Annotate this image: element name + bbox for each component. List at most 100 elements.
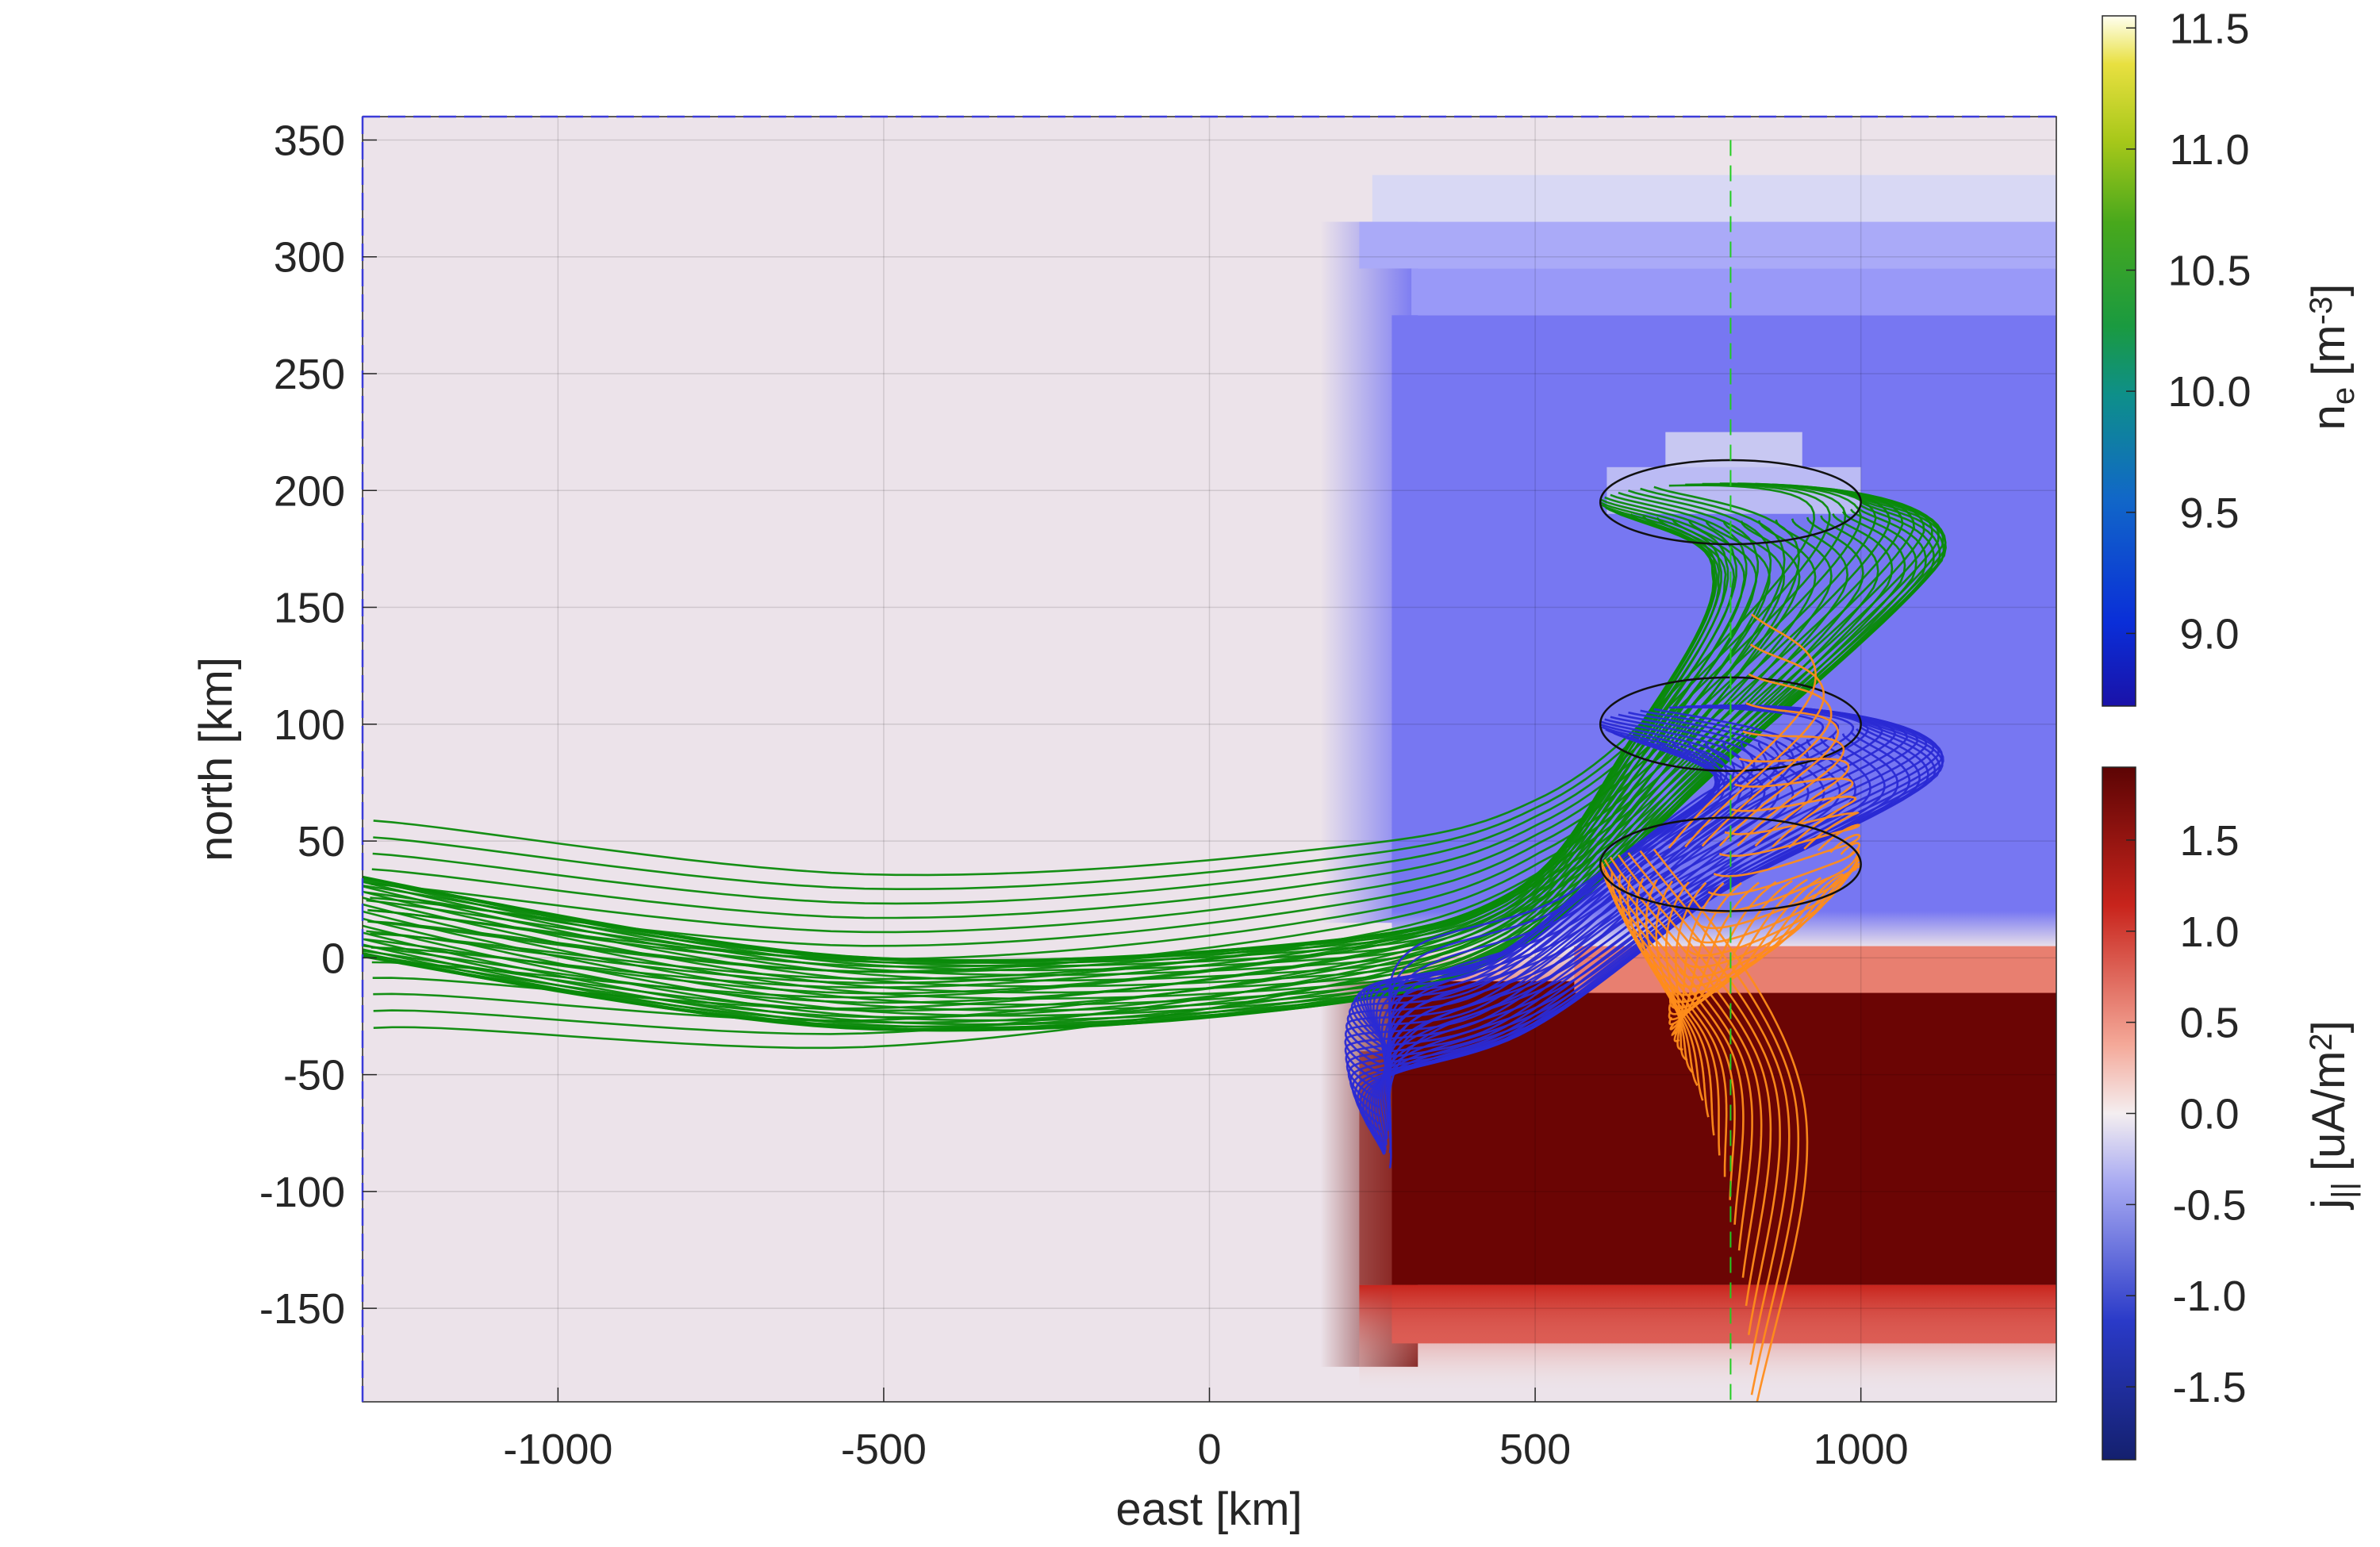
- colorbar-tick-label: -1.5: [2172, 1364, 2246, 1411]
- y-tick-label: -100: [259, 1169, 345, 1216]
- y-tick-label: 0: [321, 935, 345, 982]
- y-tick-label: -50: [283, 1052, 345, 1100]
- colorbar-density-label-sup: -3: [2304, 297, 2339, 325]
- trace-line: [1386, 704, 1883, 1100]
- trace-line: [1603, 858, 1763, 1278]
- trace-line: [370, 482, 1891, 947]
- y-tick-label: 250: [274, 351, 345, 398]
- trace-line: [1672, 873, 1844, 996]
- trace-line: [1713, 834, 1861, 877]
- trace-line: [1669, 881, 1760, 1031]
- colorbar-density-label-close: ]: [2303, 284, 2355, 297]
- density-region-2: [1372, 175, 2056, 222]
- y-tick-label: 300: [274, 234, 345, 282]
- trace-line: [1675, 881, 1707, 1051]
- x-tick-label: -1000: [503, 1426, 612, 1473]
- trace-line: [1344, 743, 1795, 1065]
- colorbar-tick-label: -1.0: [2172, 1273, 2246, 1320]
- y-axis-label: north [km]: [190, 657, 242, 862]
- trace-line: [1707, 842, 1860, 896]
- x-tick-label: 1000: [1814, 1426, 1909, 1473]
- colorbar-density-label-main: n: [2303, 405, 2355, 430]
- colorbar-tick-label: 9.0: [2179, 610, 2239, 658]
- x-tick-label: 500: [1499, 1426, 1571, 1473]
- trace-line: [363, 498, 1945, 1028]
- trace-line: [1718, 823, 1860, 858]
- trace-line: [1729, 795, 1857, 849]
- x-axis-label: east [km]: [1115, 1484, 1302, 1535]
- trace-line: [1345, 739, 1857, 1100]
- colorbar-density-ticks: 9.0 9.5 10.0 10.5 11.0 11.5: [2126, 5, 2251, 658]
- current-region-0: [1392, 981, 2056, 1285]
- trace-line: [373, 484, 1816, 877]
- y-tick-label: 50: [298, 818, 345, 866]
- colorbar-density-label: ne [m-3]: [2303, 284, 2361, 431]
- trace-line: [367, 484, 1916, 973]
- trace-line: [1349, 735, 1886, 1117]
- colorbar-current-label-sub: ||: [2326, 1182, 2361, 1199]
- trace-line: [1696, 854, 1860, 930]
- density-region-1: [1359, 221, 2056, 269]
- colorbar-current-label-unit: [uA/m: [2303, 1051, 2355, 1172]
- trace-line: [1668, 613, 1818, 849]
- trace-line: [373, 483, 1831, 891]
- y-axis-ticks: -150 -100 -50 0 50 100 150 200 250 300 350: [259, 117, 377, 1333]
- trace-line: [1675, 870, 1852, 988]
- colorbar-tick-label: 1.0: [2179, 908, 2239, 956]
- trace-line: [1387, 704, 1869, 1087]
- trace-line: [1718, 702, 1840, 846]
- trace-bundle-2: [1599, 613, 1862, 1402]
- trace-line: [363, 496, 1947, 1024]
- y-tick-label: 350: [274, 117, 345, 164]
- colorbar-tick-label: 10.0: [2167, 368, 2251, 416]
- colorbar-current: -1.5 -1.0 -0.5 0.0 0.5 1.0 1.5 j|| [uA/m2]: [2102, 766, 2361, 1461]
- trace-line: [1738, 757, 1850, 847]
- trace-line: [1684, 643, 1825, 848]
- trace-line: [372, 482, 1847, 905]
- trace-line: [363, 519, 1833, 1006]
- trace-line: [1734, 777, 1854, 848]
- trace-line: [371, 482, 1862, 919]
- trace-line: [1353, 731, 1911, 1134]
- y-tick-label: 200: [274, 467, 345, 515]
- plot-area: -1000 -500 0 500 1000 -150-100-5005010015020…: [190, 115, 2057, 1535]
- colorbar-tick-label: 11.5: [2169, 5, 2249, 52]
- colorbar-current-label: j|| [uA/m2]: [2303, 1020, 2361, 1211]
- field-line-traces: [363, 459, 1947, 1402]
- colorbar-tick-label: 11.0: [2169, 126, 2249, 174]
- trace-line: [1682, 866, 1860, 969]
- trace-line: [1388, 706, 1825, 1044]
- colorbar-current-label-close: ]: [2303, 1020, 2355, 1033]
- trace-line: [1724, 812, 1860, 850]
- trace-line: [1618, 873, 1715, 1136]
- trace-line: [1600, 862, 1753, 1251]
- trace-line: [1668, 881, 1777, 1026]
- y-tick-label: 100: [274, 701, 345, 749]
- x-axis-ticks: -1000 -500 0 500 1000: [503, 1388, 1909, 1473]
- trace-line: [363, 520, 1817, 1000]
- trace-line: [1383, 716, 1756, 1111]
- colorbar-tick-label: 9.5: [2179, 489, 2239, 537]
- colorbar-current-ticks: -1.5 -1.0 -0.5 0.0 0.5 1.0 1.5: [2126, 817, 2247, 1411]
- trace-line: [363, 519, 1757, 977]
- x-tick-label: 0: [1197, 1426, 1221, 1473]
- trace-line: [1388, 704, 1855, 1073]
- trace-line: [363, 513, 1721, 962]
- y-tick-label: -150: [259, 1285, 345, 1333]
- trace-line: [1600, 866, 1736, 1200]
- trace-line: [366, 486, 1925, 985]
- y-tick-label: 150: [274, 585, 345, 632]
- trace-line: [1599, 864, 1745, 1225]
- trace-line: [1384, 705, 1909, 1123]
- colorbar-tick-label: 0.0: [2179, 1091, 2239, 1138]
- colorbar-density: 9.0 9.5 10.0 10.5 11.0 11.5 ne [m-3]: [2102, 5, 2361, 707]
- colorbar-current-label-main: j: [2303, 1199, 2355, 1211]
- trace-line: [1359, 735, 1721, 1044]
- x-tick-label: -500: [841, 1426, 927, 1473]
- trace-line: [1610, 872, 1721, 1156]
- trace-line: [368, 483, 1904, 961]
- trace-line: [1671, 882, 1742, 1037]
- trace-line: [1678, 868, 1857, 979]
- trace-line: [1345, 740, 1841, 1090]
- trace-line: [1653, 848, 1809, 1402]
